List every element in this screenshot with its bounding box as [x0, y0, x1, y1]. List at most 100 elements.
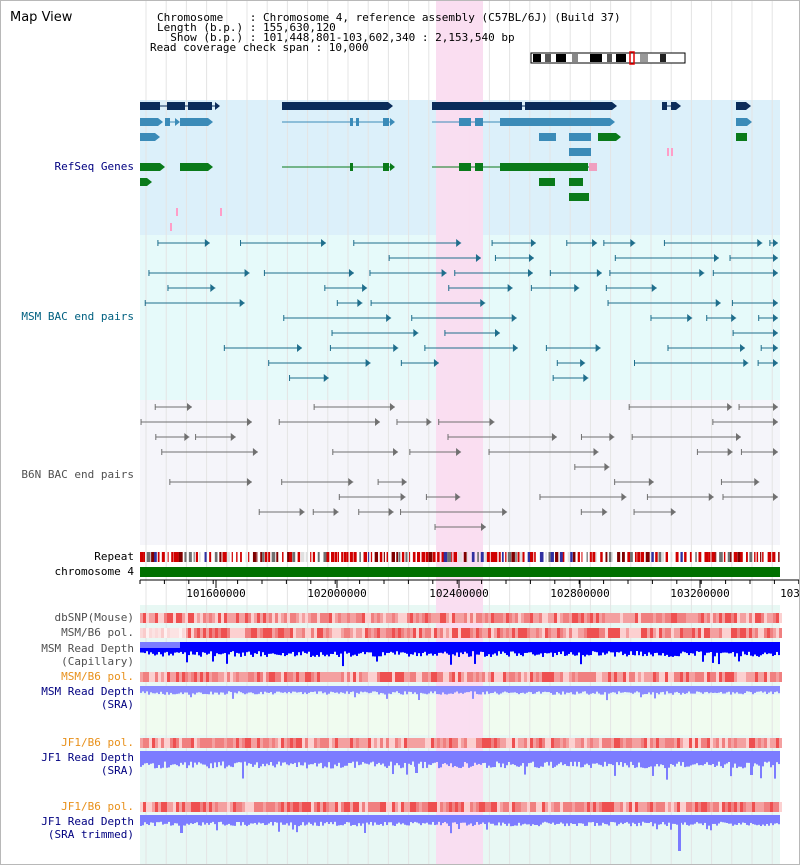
msm-b6-pol-cell — [608, 672, 611, 682]
jf1-b6-pol-cell — [152, 738, 155, 748]
repeat-element — [146, 552, 151, 562]
dbsnp-cell — [464, 613, 467, 623]
jf1-depth-trimmed-bar — [418, 815, 420, 824]
gene-exon — [500, 163, 588, 171]
msm-depth-sra-bar — [218, 686, 220, 695]
jf1-b6-pol-cell — [671, 802, 674, 812]
dbsnp-cell — [662, 613, 665, 623]
jf1-depth-sra-bar — [322, 751, 324, 769]
jf1-b6-pol-cell — [767, 738, 770, 748]
repeat-element — [634, 552, 637, 562]
jf1-depth-sra-bar — [172, 751, 174, 765]
jf1-b6-pol-cell — [758, 738, 761, 748]
jf1-b6-pol-cell — [236, 738, 239, 748]
jf1-depth-trimmed-bar — [368, 815, 370, 825]
gene-exon — [220, 208, 222, 216]
msm-b6-pol-cell — [560, 672, 563, 682]
jf1-depth-sra-bar — [292, 751, 294, 765]
msm-b6-pol-cell — [767, 628, 770, 638]
jf1-b6-pol-cell — [518, 738, 521, 748]
msm-b6-pol-cell — [332, 628, 335, 638]
repeat-element — [214, 552, 218, 562]
msm-depth-capillary-bar — [376, 642, 378, 662]
jf1-depth-trimmed-bar — [636, 815, 638, 827]
msm-depth-sra-bar — [252, 686, 254, 694]
jf1-b6-pol-cell — [191, 802, 194, 812]
msm-depth-capillary-bar — [570, 642, 572, 653]
repeat-element — [740, 552, 743, 562]
jf1-b6-pol-cell — [404, 802, 407, 812]
msm-depth-sra-bar — [594, 686, 596, 694]
msm-depth-sra-bar — [676, 686, 678, 692]
msm-depth-sra-bar — [158, 686, 160, 695]
jf1-b6-pol-cell — [581, 738, 584, 748]
jf1-b6-pol-cell — [548, 738, 551, 748]
jf1-b6-pol-cell — [203, 738, 206, 748]
jf1-b6-pol-cell — [623, 802, 626, 812]
view-title: Map View — [10, 10, 73, 25]
jf1-depth-sra-bar — [484, 751, 486, 763]
msm-b6-pol-cell — [248, 628, 251, 638]
msm-depth-sra-bar — [176, 686, 178, 694]
msm-b6-pol-cell — [575, 672, 578, 682]
repeat-element — [178, 552, 183, 562]
b6n-bac-pair — [299, 508, 305, 516]
jf1-depth-sra-bar — [370, 751, 372, 763]
msm-b6-pol-cell — [320, 672, 323, 682]
msm-depth-capillary-bar — [536, 642, 538, 655]
dbsnp-cell — [404, 613, 407, 623]
repeat-element — [374, 552, 379, 562]
msm-depth-capillary-bar — [340, 642, 342, 654]
jf1-b6-pol-cell — [527, 802, 530, 812]
jf1-depth-sra-bar — [224, 751, 226, 769]
jf1-b6-pol-cell — [461, 738, 464, 748]
jf1-depth-trimmed-bar — [526, 815, 528, 825]
msm-b6-pol-cell — [539, 628, 542, 638]
msm-depth-sra-bar — [534, 686, 536, 694]
jf1-b6-pol-cell — [740, 738, 743, 748]
jf1-depth-trimmed-bar — [492, 815, 494, 824]
jf1-depth-trimmed-bar — [264, 815, 266, 826]
jf1-b6-pol-cell — [311, 738, 314, 748]
gene-exon — [569, 148, 591, 156]
jf1-b6-pol-cell — [239, 738, 242, 748]
msm-b6-pol-cell — [479, 628, 482, 638]
jf1-b6-pol-cell — [440, 802, 443, 812]
msm-depth-sra-bar — [334, 686, 336, 693]
jf1-b6-pol-cell — [164, 738, 167, 748]
jf1-depth-trimmed-bar — [442, 815, 444, 823]
msm-depth-capillary-bar — [468, 642, 470, 657]
repeat-element — [778, 552, 780, 562]
jf1-depth-trimmed-bar — [518, 815, 520, 823]
msm-depth-sra-bar — [656, 686, 658, 693]
jf1-depth-sra-bar — [496, 751, 498, 762]
jf1-b6-pol-cell — [725, 738, 728, 748]
jf1-depth-sra-bar — [446, 751, 448, 765]
repeat-element — [443, 552, 448, 562]
msm-depth-capillary-bar — [716, 642, 718, 653]
jf1-depth-trimmed-bar — [776, 815, 778, 824]
jf1-depth-sra-bar — [180, 751, 182, 763]
jf1-depth-sra-bar — [502, 751, 504, 764]
msm-depth-sra-bar — [622, 686, 624, 693]
jf1-b6-pol-cell — [194, 738, 197, 748]
jf1-depth-trimmed-bar — [592, 815, 594, 823]
jf1-depth-trimmed-bar — [246, 815, 248, 827]
jf1-depth-sra-bar — [388, 751, 390, 766]
jf1-b6-pol-cell — [560, 738, 563, 748]
jf1-depth-trimmed-bar — [648, 815, 650, 824]
msm-bac-pair — [321, 239, 327, 247]
msm-b6-pol-cell — [260, 672, 263, 682]
jf1-depth-sra-bar — [762, 751, 764, 767]
jf1-b6-pol-cell — [227, 738, 230, 748]
jf1-depth-sra-bar — [426, 751, 428, 768]
dbsnp-cell — [446, 613, 449, 623]
jf1-b6-pol-cell — [509, 738, 512, 748]
msm-b6-pol-cell — [380, 628, 383, 638]
jf1-depth-sra-bar — [412, 751, 414, 762]
msm-depth-capillary-bar — [356, 642, 358, 656]
gene-exon — [500, 118, 610, 126]
jf1-depth-trimmed-bar — [214, 815, 216, 825]
jf1-b6-pol-cell — [314, 802, 317, 812]
